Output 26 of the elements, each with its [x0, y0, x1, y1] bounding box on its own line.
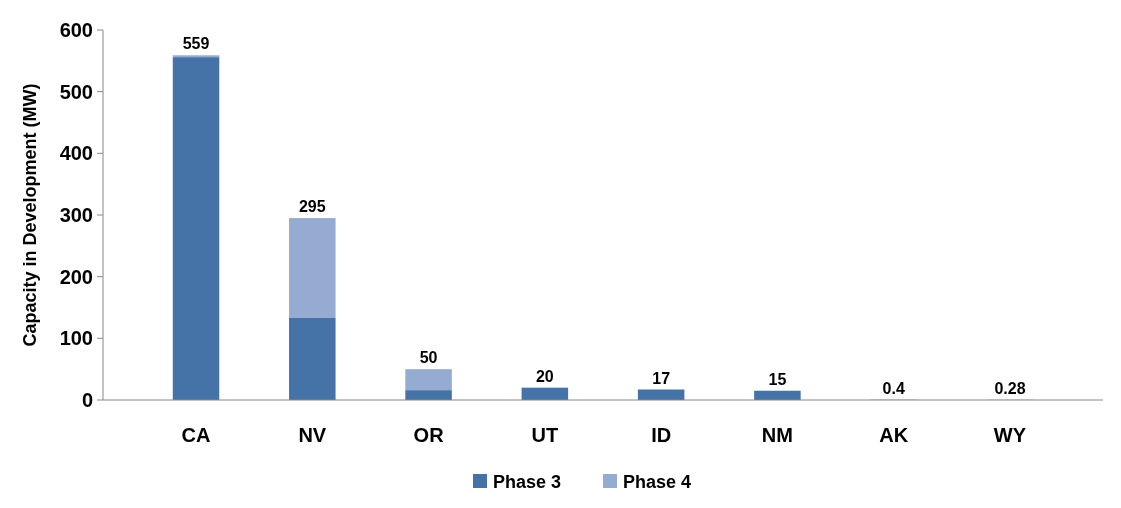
total-label: 559 — [182, 35, 210, 53]
total-label: 50 — [419, 349, 438, 367]
total-label: 20 — [535, 367, 554, 385]
y-tick-label: 100 — [59, 327, 93, 350]
y-tick-label: 600 — [59, 19, 93, 41]
y-tick-label: 0 — [81, 389, 93, 411]
y-axis-title: Capacity in Development (MW) — [20, 83, 40, 347]
y-tick-label: 500 — [59, 80, 93, 103]
x-tick-label: UT — [531, 424, 559, 446]
y-tick-label: 300 — [59, 204, 93, 226]
legend-label: Phase 4 — [623, 472, 692, 493]
y-tick-label: 400 — [59, 142, 93, 165]
x-tick-label: NM — [761, 424, 793, 446]
x-tick-label: WY — [993, 424, 1027, 446]
x-tick-label: ID — [651, 424, 672, 446]
y-tick-label: 200 — [59, 265, 93, 288]
x-tick-label: NV — [298, 424, 327, 446]
x-tick-label: CA — [181, 424, 211, 446]
total-label: 0.4 — [882, 379, 905, 397]
x-tick-label: OR — [413, 424, 445, 446]
x-tick-label: AK — [879, 424, 909, 446]
total-label: 0.28 — [994, 379, 1026, 397]
total-label: 15 — [768, 370, 787, 388]
total-label: 17 — [652, 369, 671, 387]
legend-label: Phase 3 — [493, 472, 562, 493]
total-label: 295 — [298, 198, 326, 216]
